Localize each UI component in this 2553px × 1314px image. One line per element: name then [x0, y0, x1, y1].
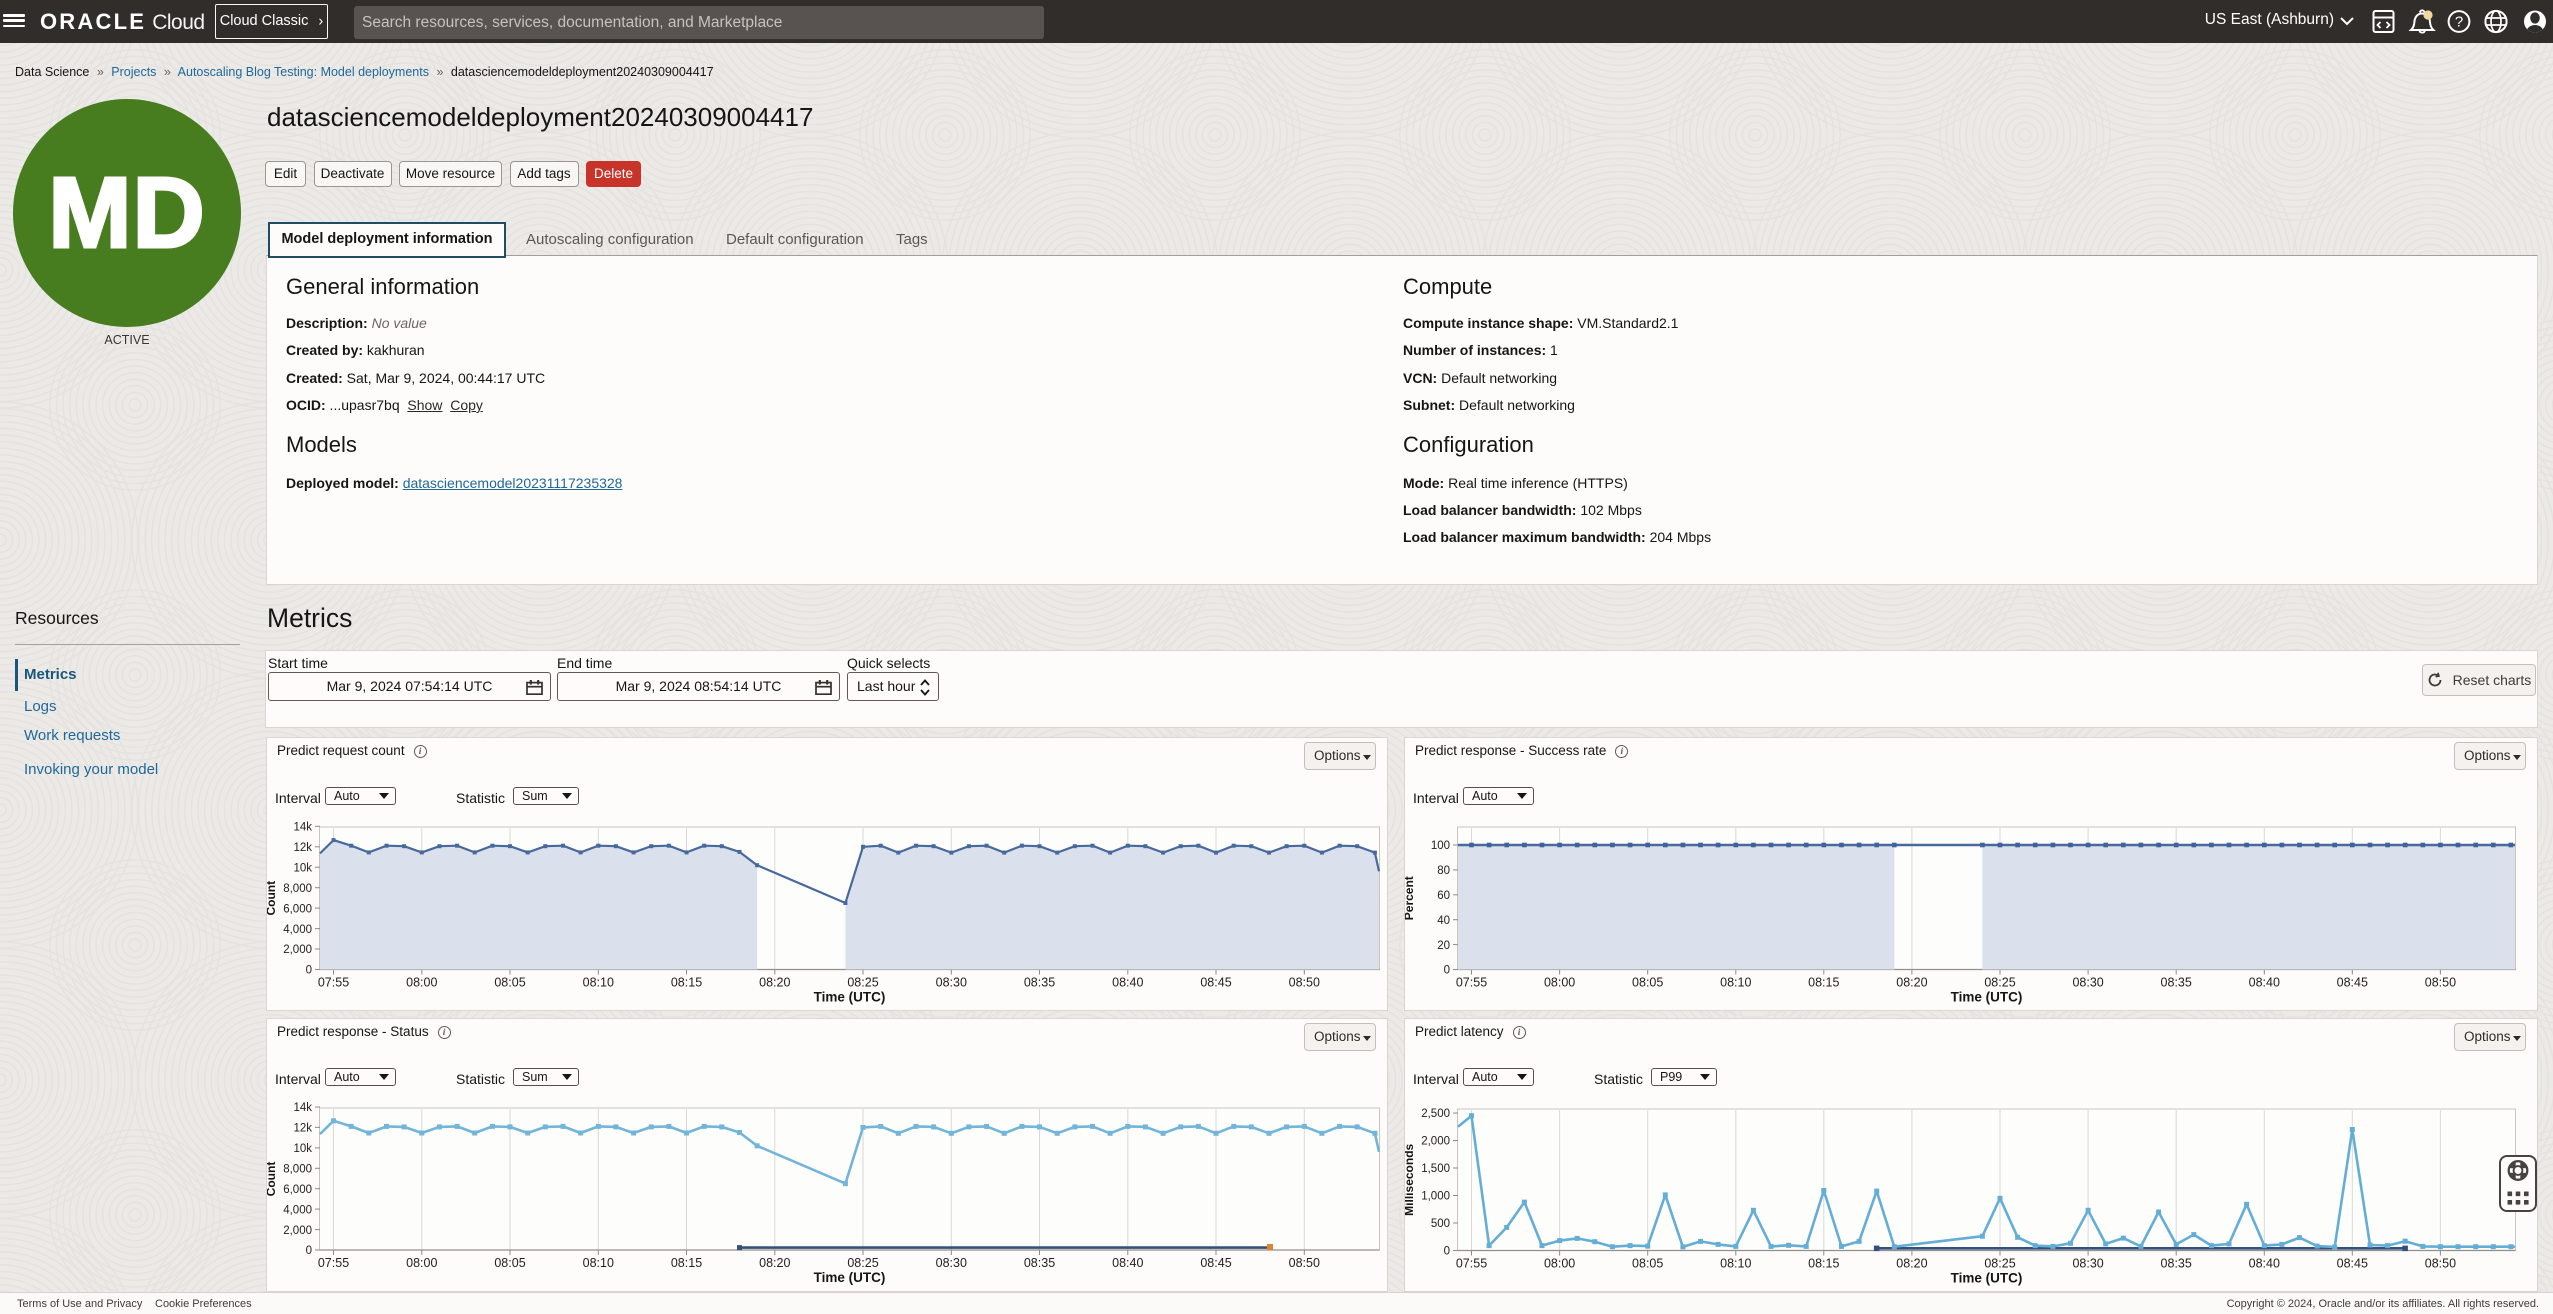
svg-text:08:30: 08:30 — [936, 1256, 967, 1270]
svg-text:4,000: 4,000 — [283, 1204, 312, 1216]
svg-text:07:55: 07:55 — [318, 976, 349, 990]
svg-text:4,000: 4,000 — [283, 924, 312, 936]
svg-text:08:10: 08:10 — [583, 976, 614, 990]
svg-text:08:25: 08:25 — [847, 976, 878, 990]
svg-text:Count: Count — [267, 881, 278, 916]
svg-text:08:40: 08:40 — [1112, 976, 1143, 990]
svg-text:0: 0 — [1444, 1246, 1450, 1258]
svg-text:08:30: 08:30 — [2072, 976, 2103, 990]
svg-text:08:40: 08:40 — [2249, 1257, 2280, 1271]
svg-text:07:55: 07:55 — [1456, 1257, 1487, 1271]
svg-text:08:45: 08:45 — [2337, 976, 2368, 990]
svg-text:08:35: 08:35 — [2161, 1257, 2192, 1271]
svg-text:08:05: 08:05 — [1632, 976, 1663, 990]
svg-text:80: 80 — [1437, 865, 1450, 877]
svg-text:08:15: 08:15 — [1808, 976, 1839, 990]
svg-text:08:05: 08:05 — [494, 1256, 525, 1270]
svg-text:8,000: 8,000 — [283, 1164, 312, 1176]
svg-text:1,500: 1,500 — [1421, 1163, 1450, 1175]
svg-text:08:00: 08:00 — [406, 976, 437, 990]
svg-text:07:55: 07:55 — [1456, 976, 1487, 990]
svg-text:08:45: 08:45 — [1200, 1256, 1231, 1270]
svg-text:08:00: 08:00 — [1544, 976, 1575, 990]
svg-text:08:20: 08:20 — [1896, 1257, 1927, 1271]
svg-text:08:30: 08:30 — [2072, 1257, 2103, 1271]
svg-text:40: 40 — [1437, 915, 1450, 927]
svg-text:2,000: 2,000 — [283, 944, 312, 956]
svg-text:08:30: 08:30 — [936, 976, 967, 990]
svg-text:08:00: 08:00 — [406, 1256, 437, 1270]
svg-text:1,000: 1,000 — [1421, 1191, 1450, 1203]
svg-text:12k: 12k — [293, 1123, 312, 1135]
svg-text:08:25: 08:25 — [1984, 976, 2015, 990]
svg-text:6,000: 6,000 — [283, 1184, 312, 1196]
svg-text:0: 0 — [306, 965, 312, 977]
svg-text:20: 20 — [1437, 940, 1450, 952]
svg-text:08:40: 08:40 — [1112, 1256, 1143, 1270]
svg-text:10k: 10k — [293, 862, 312, 874]
svg-text:08:50: 08:50 — [1289, 976, 1320, 990]
svg-text:6,000: 6,000 — [283, 903, 312, 915]
svg-text:Time (UTC): Time (UTC) — [814, 1270, 886, 1285]
svg-text:08:20: 08:20 — [759, 1256, 790, 1270]
svg-text:0: 0 — [1444, 965, 1450, 977]
svg-text:10k: 10k — [293, 1143, 312, 1155]
svg-text:Time (UTC): Time (UTC) — [814, 990, 886, 1005]
svg-text:08:45: 08:45 — [2337, 1257, 2368, 1271]
svg-text:08:45: 08:45 — [1200, 976, 1231, 990]
svg-text:08:20: 08:20 — [759, 976, 790, 990]
svg-text:Percent: Percent — [1405, 876, 1416, 920]
svg-text:8,000: 8,000 — [283, 883, 312, 895]
svg-text:12k: 12k — [293, 842, 312, 854]
svg-text:08:25: 08:25 — [1984, 1257, 2015, 1271]
svg-text:08:35: 08:35 — [1024, 976, 1055, 990]
svg-text:08:05: 08:05 — [1632, 1257, 1663, 1271]
svg-text:500: 500 — [1431, 1218, 1450, 1230]
svg-text:08:35: 08:35 — [2161, 976, 2192, 990]
svg-text:?: ? — [2455, 14, 2463, 31]
svg-text:Milliseconds: Milliseconds — [1405, 1143, 1416, 1215]
svg-text:08:15: 08:15 — [671, 976, 702, 990]
svg-text:08:20: 08:20 — [1896, 976, 1927, 990]
svg-text:100: 100 — [1431, 840, 1450, 852]
svg-text:08:35: 08:35 — [1024, 1256, 1055, 1270]
svg-text:08:15: 08:15 — [671, 1256, 702, 1270]
svg-text:08:15: 08:15 — [1808, 1257, 1839, 1271]
svg-text:Time (UTC): Time (UTC) — [1951, 1271, 2023, 1286]
svg-text:08:40: 08:40 — [2249, 976, 2280, 990]
svg-text:14k: 14k — [293, 1102, 312, 1114]
svg-text:0: 0 — [306, 1245, 312, 1257]
svg-text:2,500: 2,500 — [1421, 1108, 1450, 1120]
svg-text:08:50: 08:50 — [1289, 1256, 1320, 1270]
svg-text:08:10: 08:10 — [583, 1256, 614, 1270]
svg-text:60: 60 — [1437, 890, 1450, 902]
svg-text:08:05: 08:05 — [494, 976, 525, 990]
svg-text:2,000: 2,000 — [1421, 1136, 1450, 1148]
svg-text:07:55: 07:55 — [318, 1256, 349, 1270]
svg-text:Time (UTC): Time (UTC) — [1951, 990, 2023, 1005]
svg-text:08:10: 08:10 — [1720, 1257, 1751, 1271]
svg-text:08:10: 08:10 — [1720, 976, 1751, 990]
svg-text:Count: Count — [267, 1162, 278, 1197]
svg-text:08:25: 08:25 — [847, 1256, 878, 1270]
svg-text:08:00: 08:00 — [1544, 1257, 1575, 1271]
svg-text:08:50: 08:50 — [2425, 1257, 2456, 1271]
svg-text:2,000: 2,000 — [283, 1225, 312, 1237]
svg-text:08:50: 08:50 — [2425, 976, 2456, 990]
svg-text:14k: 14k — [293, 822, 312, 834]
